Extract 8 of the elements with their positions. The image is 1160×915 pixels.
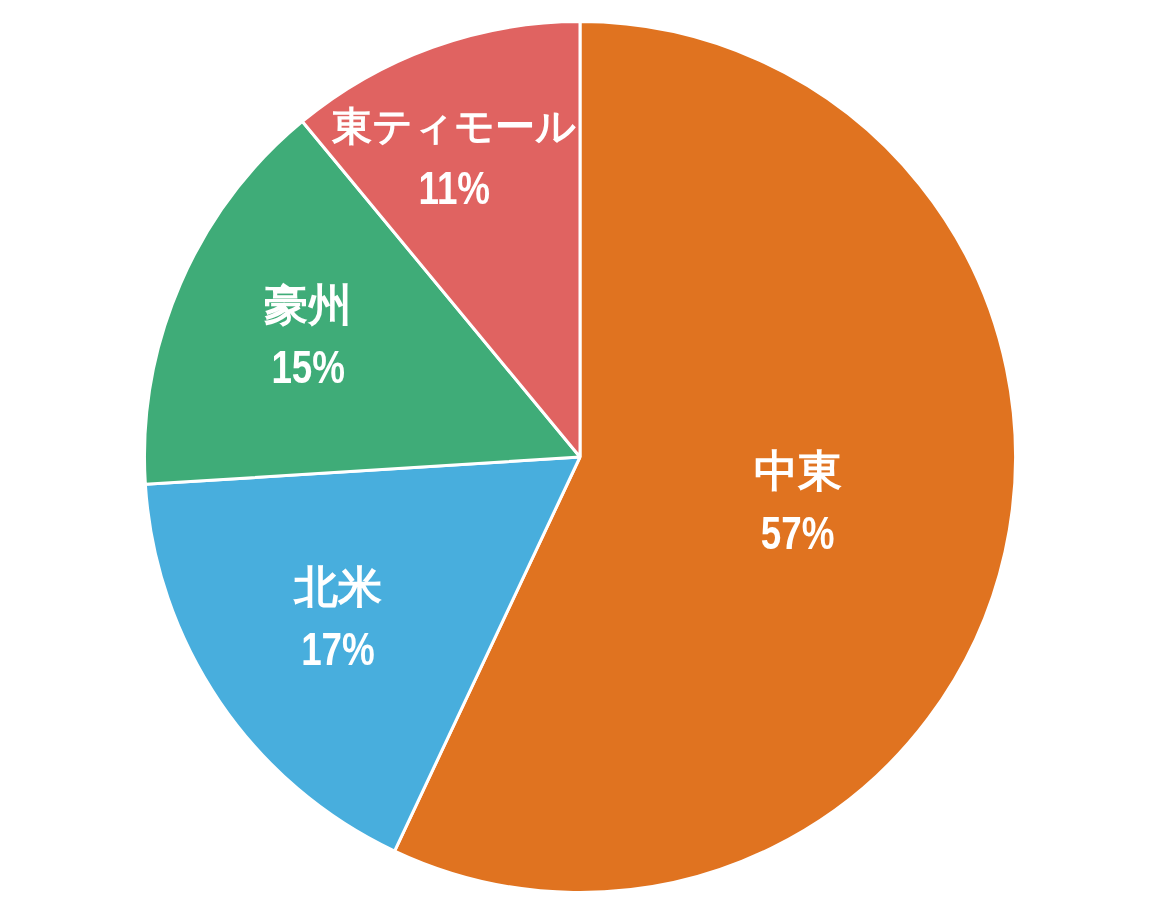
slice-label: 北米 [292,560,382,612]
data-label: 11% [418,162,491,214]
slice-label: 東ティモール [331,102,577,149]
data-label: 15% [271,341,346,394]
data-label: 17% [301,623,375,676]
slice-label: 中東 [753,445,842,497]
data-label: 57% [760,507,835,560]
slice-label: 豪州 [264,278,353,330]
